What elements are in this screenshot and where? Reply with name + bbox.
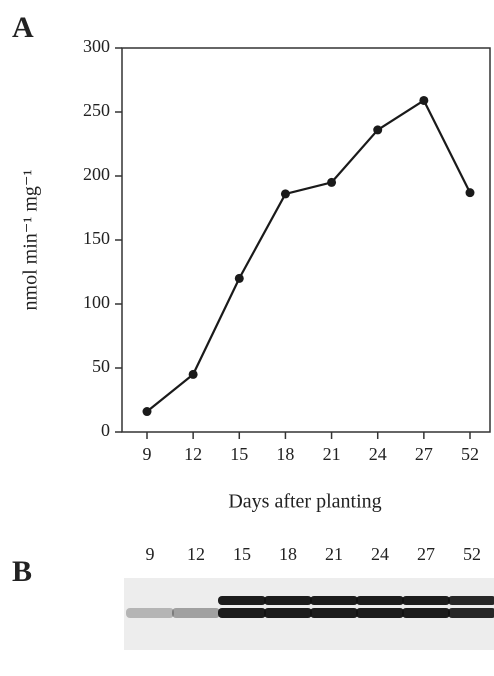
lane-label: 12 bbox=[187, 544, 205, 564]
lane-label: 24 bbox=[371, 544, 389, 564]
blot-band bbox=[402, 596, 450, 605]
data-point bbox=[280, 189, 290, 199]
x-tick-label: 9 bbox=[143, 444, 152, 464]
blot-band bbox=[126, 608, 174, 618]
blot-band bbox=[448, 596, 494, 605]
blot-band bbox=[172, 608, 220, 618]
y-tick-label: 200 bbox=[83, 164, 110, 184]
y-tick-label: 50 bbox=[92, 356, 110, 376]
lane-label: 9 bbox=[146, 544, 155, 564]
blot-band bbox=[264, 608, 312, 618]
data-point bbox=[234, 273, 244, 283]
data-point bbox=[327, 177, 337, 187]
y-tick-label: 250 bbox=[83, 100, 110, 120]
data-point bbox=[465, 188, 475, 198]
blot-band bbox=[218, 608, 266, 618]
y-axis-label: nmol min⁻¹ mg⁻¹ bbox=[20, 170, 42, 311]
lane-label: 52 bbox=[463, 544, 481, 564]
x-axis-label: Days after planting bbox=[228, 491, 381, 513]
x-tick-label: 15 bbox=[230, 444, 248, 464]
blot-band bbox=[310, 596, 358, 605]
plot-frame bbox=[121, 47, 491, 433]
data-point bbox=[142, 407, 152, 417]
panel-label: A bbox=[12, 11, 34, 44]
x-tick-label: 12 bbox=[184, 444, 202, 464]
y-tick-label: 0 bbox=[101, 420, 110, 440]
x-tick-label: 27 bbox=[415, 444, 433, 464]
lane-label: 21 bbox=[325, 544, 343, 564]
x-tick-label: 24 bbox=[369, 444, 387, 464]
lane-label: 15 bbox=[233, 544, 251, 564]
data-point bbox=[373, 125, 383, 135]
blot-band bbox=[264, 596, 312, 605]
data-point bbox=[419, 95, 429, 105]
blot-band bbox=[448, 608, 494, 618]
panel-label: B bbox=[12, 555, 32, 588]
x-tick-label: 18 bbox=[276, 444, 294, 464]
blot-band bbox=[402, 608, 450, 618]
blot-band bbox=[310, 608, 358, 618]
lane-label: 27 bbox=[417, 544, 435, 564]
blot-band bbox=[356, 596, 404, 605]
x-tick-label: 21 bbox=[323, 444, 341, 464]
y-tick-label: 150 bbox=[83, 228, 110, 248]
y-tick-label: 100 bbox=[83, 292, 110, 312]
blot-band bbox=[356, 608, 404, 618]
blot-band bbox=[218, 596, 266, 605]
lane-label: 18 bbox=[279, 544, 297, 564]
data-point bbox=[188, 369, 198, 379]
data-line bbox=[146, 98, 471, 413]
x-tick-label: 52 bbox=[461, 444, 479, 464]
y-tick-label: 300 bbox=[83, 36, 110, 56]
